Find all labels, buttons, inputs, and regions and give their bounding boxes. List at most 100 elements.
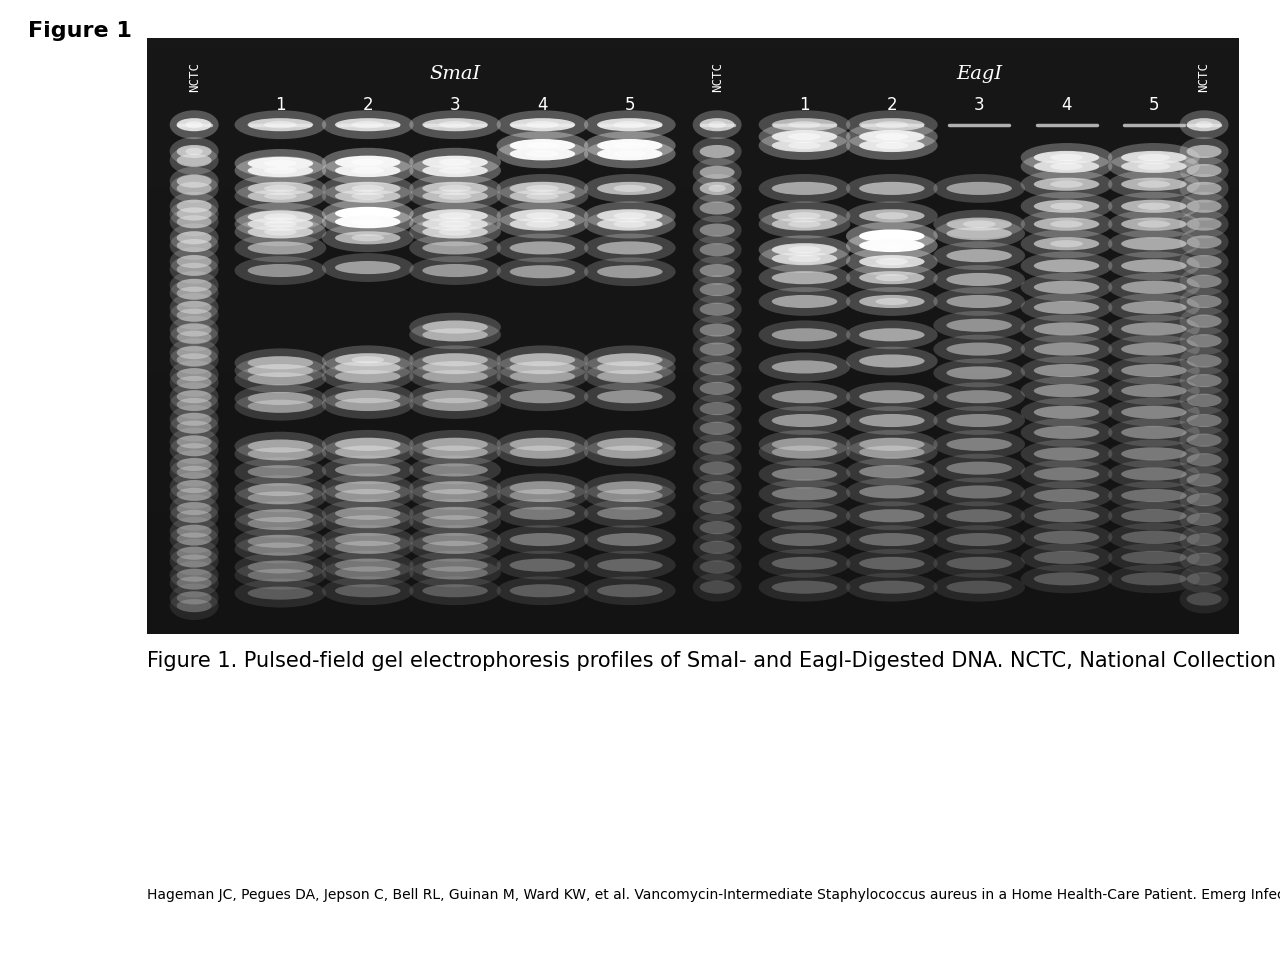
Ellipse shape <box>1180 386 1229 415</box>
Ellipse shape <box>177 118 211 132</box>
Ellipse shape <box>335 445 401 459</box>
Ellipse shape <box>177 436 211 448</box>
Ellipse shape <box>1121 237 1187 251</box>
Ellipse shape <box>1034 489 1100 502</box>
Ellipse shape <box>692 276 741 304</box>
Ellipse shape <box>352 193 384 200</box>
Ellipse shape <box>321 481 413 510</box>
Ellipse shape <box>788 133 820 140</box>
Ellipse shape <box>264 184 297 192</box>
Ellipse shape <box>321 346 413 374</box>
Ellipse shape <box>1187 145 1221 158</box>
Ellipse shape <box>692 493 741 522</box>
Ellipse shape <box>170 382 219 411</box>
Ellipse shape <box>613 142 646 149</box>
Text: NCTC: NCTC <box>710 62 723 92</box>
Ellipse shape <box>759 352 850 381</box>
Ellipse shape <box>170 427 219 456</box>
Ellipse shape <box>1108 209 1199 238</box>
Ellipse shape <box>1108 170 1199 199</box>
Ellipse shape <box>410 455 500 485</box>
Ellipse shape <box>1121 572 1187 586</box>
Ellipse shape <box>234 209 326 238</box>
Ellipse shape <box>759 406 850 435</box>
Ellipse shape <box>497 209 589 238</box>
Ellipse shape <box>335 507 401 520</box>
Ellipse shape <box>497 362 589 391</box>
Ellipse shape <box>859 209 924 223</box>
Ellipse shape <box>788 221 820 228</box>
Ellipse shape <box>700 202 735 215</box>
Ellipse shape <box>247 364 314 377</box>
Ellipse shape <box>700 343 735 355</box>
Ellipse shape <box>234 217 326 247</box>
Ellipse shape <box>846 202 938 230</box>
Ellipse shape <box>859 295 924 308</box>
Ellipse shape <box>1108 543 1199 572</box>
Ellipse shape <box>692 454 741 483</box>
Text: NCTC: NCTC <box>1198 62 1211 92</box>
Ellipse shape <box>1108 152 1199 180</box>
Ellipse shape <box>234 110 326 139</box>
Ellipse shape <box>1121 509 1187 522</box>
Ellipse shape <box>1020 481 1112 510</box>
Ellipse shape <box>946 509 1012 522</box>
Ellipse shape <box>596 445 663 459</box>
Ellipse shape <box>170 338 219 367</box>
Ellipse shape <box>772 438 837 451</box>
Ellipse shape <box>526 142 559 149</box>
Ellipse shape <box>352 210 384 217</box>
Ellipse shape <box>177 390 211 403</box>
Ellipse shape <box>321 533 413 562</box>
Ellipse shape <box>692 295 741 324</box>
Ellipse shape <box>352 121 384 129</box>
Ellipse shape <box>708 121 726 129</box>
Ellipse shape <box>1187 118 1221 132</box>
Ellipse shape <box>692 235 741 264</box>
Ellipse shape <box>410 559 500 588</box>
Ellipse shape <box>410 430 500 459</box>
Ellipse shape <box>335 438 401 451</box>
Ellipse shape <box>700 462 735 474</box>
Text: 4: 4 <box>1061 96 1071 114</box>
Ellipse shape <box>335 559 401 572</box>
Ellipse shape <box>177 599 211 612</box>
Ellipse shape <box>335 390 401 403</box>
Ellipse shape <box>170 323 219 351</box>
Ellipse shape <box>1020 523 1112 552</box>
Ellipse shape <box>439 212 471 220</box>
Ellipse shape <box>170 231 219 260</box>
Ellipse shape <box>692 216 741 245</box>
Ellipse shape <box>439 158 471 166</box>
Ellipse shape <box>422 559 488 572</box>
Ellipse shape <box>1020 192 1112 221</box>
Ellipse shape <box>247 264 314 277</box>
Ellipse shape <box>234 527 326 556</box>
Ellipse shape <box>321 559 413 588</box>
Ellipse shape <box>946 249 1012 262</box>
Ellipse shape <box>264 193 297 200</box>
Ellipse shape <box>772 118 837 132</box>
Ellipse shape <box>596 241 663 254</box>
Ellipse shape <box>321 174 413 203</box>
Ellipse shape <box>1180 156 1229 185</box>
Ellipse shape <box>170 502 219 531</box>
Ellipse shape <box>352 356 384 364</box>
Ellipse shape <box>772 218 837 230</box>
Ellipse shape <box>335 181 401 195</box>
Ellipse shape <box>410 576 500 605</box>
Ellipse shape <box>692 395 741 423</box>
Ellipse shape <box>700 243 735 256</box>
Ellipse shape <box>497 202 589 230</box>
Ellipse shape <box>846 382 938 411</box>
Ellipse shape <box>1050 180 1083 188</box>
Ellipse shape <box>700 501 735 514</box>
Ellipse shape <box>846 222 938 251</box>
Ellipse shape <box>1180 525 1229 554</box>
Ellipse shape <box>335 231 401 245</box>
Ellipse shape <box>700 402 735 415</box>
Ellipse shape <box>846 110 938 139</box>
Ellipse shape <box>859 328 924 342</box>
Ellipse shape <box>177 181 211 195</box>
Ellipse shape <box>1121 364 1187 377</box>
